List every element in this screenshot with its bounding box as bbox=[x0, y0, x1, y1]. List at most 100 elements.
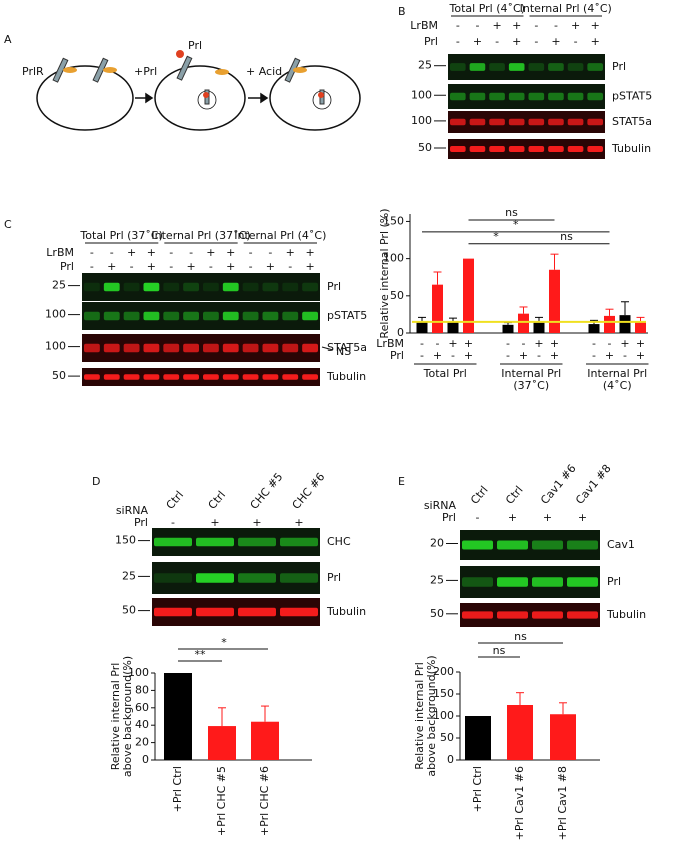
bar bbox=[619, 315, 631, 333]
size-marker: 50 bbox=[52, 369, 66, 382]
lane-symbol: + bbox=[550, 349, 559, 362]
band bbox=[508, 146, 525, 152]
band bbox=[123, 343, 140, 353]
significance-label: ns bbox=[493, 644, 506, 657]
band bbox=[567, 577, 598, 587]
lane-symbol: + bbox=[620, 337, 629, 350]
row-label: siRNA bbox=[116, 504, 149, 517]
lane-symbol: - bbox=[436, 337, 440, 350]
lane-label: Ctrl bbox=[164, 489, 187, 512]
y-tick-label: 80 bbox=[135, 683, 149, 696]
y-tick-label: 0 bbox=[397, 326, 404, 339]
x-tick-label: +Prl CHC #5 bbox=[215, 766, 228, 836]
lane-symbol: + bbox=[508, 511, 517, 524]
blot-label: Tubulin bbox=[326, 370, 366, 383]
band bbox=[532, 611, 563, 619]
lane-symbol: - bbox=[522, 337, 526, 350]
band bbox=[587, 63, 603, 71]
size-marker: 100 bbox=[411, 88, 432, 101]
lane-symbol: + bbox=[534, 337, 543, 350]
band bbox=[462, 611, 493, 619]
panel-letter: D bbox=[92, 475, 100, 488]
band bbox=[222, 343, 239, 353]
y-tick-label: 50 bbox=[390, 289, 404, 302]
y-tick-label: 0 bbox=[142, 753, 149, 766]
lane-symbol: - bbox=[130, 260, 134, 273]
band bbox=[587, 146, 603, 152]
bar bbox=[465, 716, 491, 760]
y-axis-label: above background(%) bbox=[425, 655, 438, 776]
band bbox=[469, 63, 486, 71]
blot-label: Cav1 bbox=[607, 538, 635, 551]
band bbox=[183, 343, 199, 353]
bar bbox=[588, 324, 600, 333]
band bbox=[302, 374, 318, 380]
bar bbox=[432, 284, 443, 333]
lane-symbol: + bbox=[578, 511, 587, 524]
band bbox=[469, 146, 486, 152]
significance-label: * bbox=[513, 218, 519, 231]
lane-symbol: + bbox=[147, 260, 156, 273]
blot-strip bbox=[82, 368, 320, 386]
lane-symbol: - bbox=[420, 349, 424, 362]
bar bbox=[208, 726, 236, 760]
band bbox=[508, 92, 525, 101]
band bbox=[489, 146, 505, 152]
blot-label: CHC bbox=[327, 535, 351, 548]
lane-symbol: + bbox=[226, 260, 235, 273]
blot-label: Prl bbox=[607, 575, 621, 588]
band bbox=[469, 118, 486, 126]
lane-symbol: - bbox=[189, 246, 193, 259]
blot-label: pSTAT5 bbox=[612, 90, 652, 103]
lane-symbol: - bbox=[169, 260, 173, 273]
lane-symbol: - bbox=[209, 260, 213, 273]
band bbox=[450, 63, 466, 71]
panel-letter: C bbox=[4, 218, 12, 231]
band bbox=[242, 374, 259, 380]
group-label: Internal Prl (4˚C) bbox=[234, 229, 326, 242]
lane-symbol: - bbox=[171, 516, 175, 529]
band bbox=[587, 92, 603, 101]
lane-symbol: - bbox=[506, 337, 510, 350]
lane-symbol: + bbox=[605, 349, 614, 362]
y-tick-label: 20 bbox=[135, 736, 149, 749]
lane-symbol: - bbox=[110, 246, 114, 259]
blot-strip bbox=[82, 302, 320, 330]
band bbox=[238, 573, 276, 583]
lane-symbol: - bbox=[623, 349, 627, 362]
band bbox=[497, 577, 528, 587]
receptor-label: PrlR bbox=[22, 65, 44, 78]
lane-symbol: - bbox=[608, 337, 612, 350]
group-label: Internal Prl (37˚C) bbox=[151, 229, 250, 242]
significance-label: ** bbox=[195, 648, 207, 661]
band bbox=[450, 118, 466, 126]
y-tick-label: 150 bbox=[433, 687, 454, 700]
row-label: Prl bbox=[60, 260, 74, 273]
row-label: Prl bbox=[134, 516, 148, 529]
ligand-label: Prl bbox=[188, 39, 202, 52]
lane-symbol: - bbox=[574, 35, 578, 48]
band bbox=[143, 282, 160, 292]
band bbox=[532, 540, 563, 550]
band bbox=[497, 540, 528, 550]
nonspecific-label: NS bbox=[336, 345, 351, 358]
bar bbox=[550, 714, 576, 760]
lane-symbol: - bbox=[506, 349, 510, 362]
band bbox=[489, 118, 505, 126]
band bbox=[84, 374, 100, 380]
lane-symbol: - bbox=[451, 349, 455, 362]
band bbox=[196, 607, 234, 617]
size-marker: 50 bbox=[418, 141, 432, 154]
lane-label: Ctrl bbox=[468, 484, 491, 507]
band bbox=[222, 282, 239, 292]
bar bbox=[533, 322, 545, 333]
size-marker: 25 bbox=[52, 279, 66, 292]
band bbox=[154, 573, 192, 583]
band bbox=[462, 577, 493, 587]
blot-strip bbox=[82, 273, 320, 301]
row-label: LrBM bbox=[410, 19, 438, 32]
band bbox=[203, 374, 219, 380]
lane-symbol: + bbox=[550, 337, 559, 350]
band bbox=[302, 343, 318, 353]
band bbox=[302, 282, 318, 292]
